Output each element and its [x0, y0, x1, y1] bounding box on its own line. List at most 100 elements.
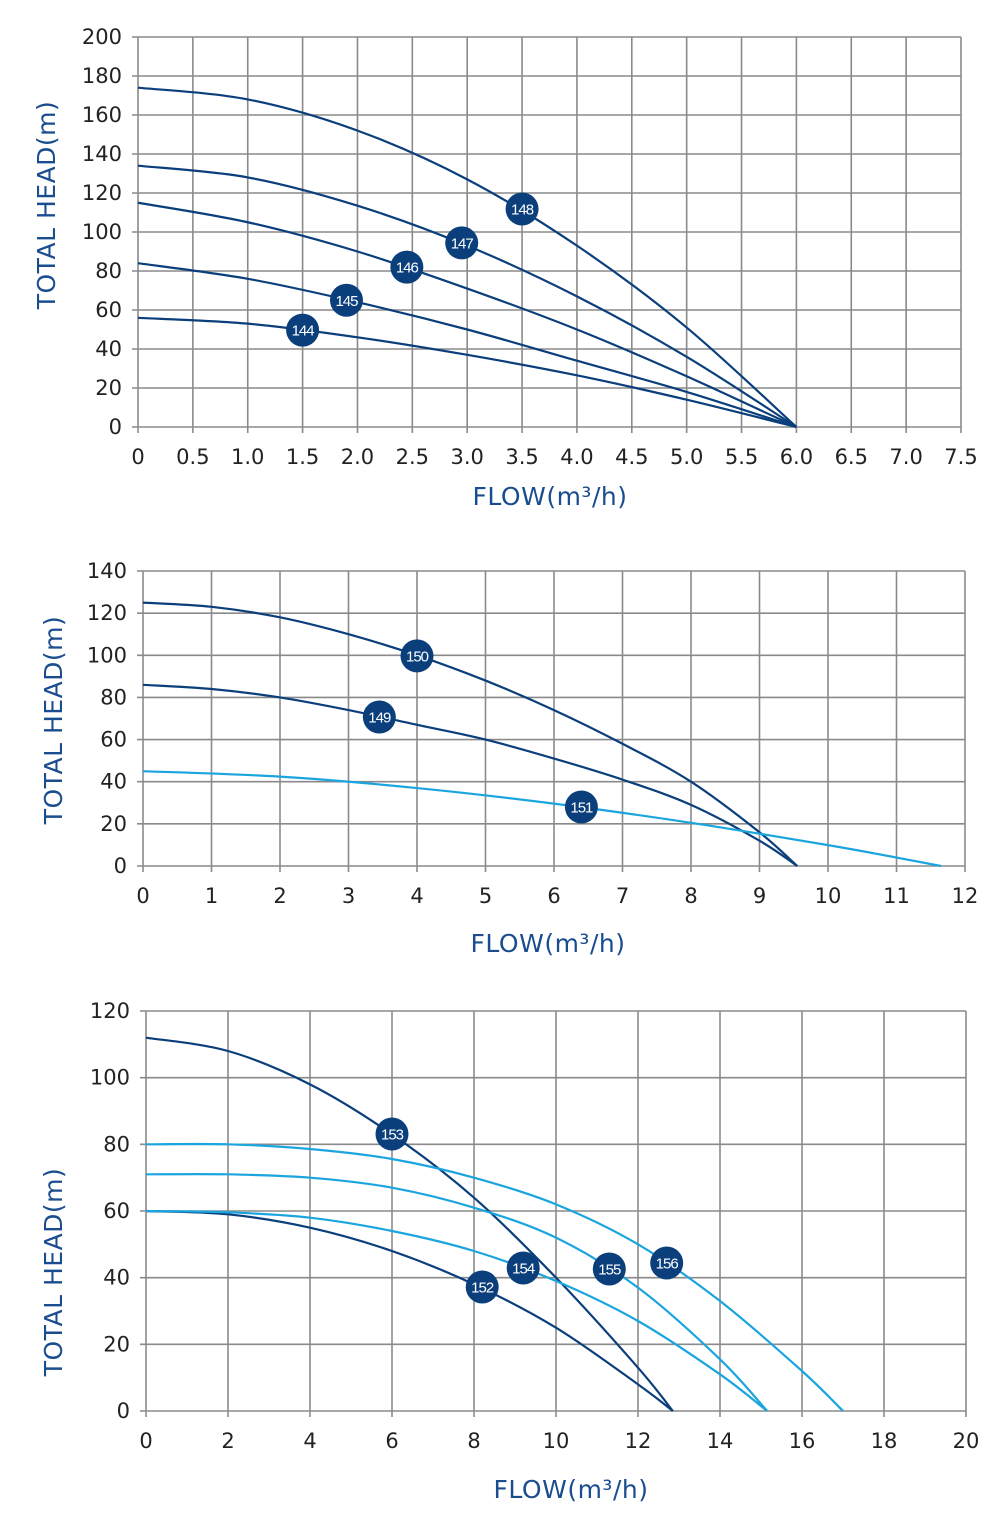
- x-tick-label: 18: [871, 1429, 898, 1453]
- curve-153: [145, 1036, 674, 1412]
- curve-154: [145, 1209, 768, 1412]
- x-tick-label: 1.5: [286, 445, 319, 469]
- chart-pump-curves-1: 0 0.5 1.0 1.5 2.0 2.5 3.0 3.5 4.0 4.5 5.0 5.5 6.0 6.5…: [32, 25, 978, 511]
- y-tick-label: 60: [100, 728, 127, 752]
- x-tick-label: 2: [273, 884, 286, 908]
- x-tick-label: 1: [205, 884, 218, 908]
- curve-label: 148: [511, 201, 534, 218]
- y-tick-label: 20: [95, 376, 122, 400]
- x-tick-label: 1.0: [231, 445, 264, 469]
- curve-marker-149: [362, 700, 396, 734]
- curve-marker-147: [445, 226, 479, 260]
- x-tick-label: 4: [410, 884, 423, 908]
- x-tick-label: 6.0: [780, 445, 813, 469]
- curve-marker-156: [650, 1246, 684, 1280]
- x-tick-label: 2.0: [341, 445, 374, 469]
- x-tick-label: 0: [136, 884, 149, 908]
- y-tick-label: 100: [82, 220, 122, 244]
- x-tick-label: 0.5: [176, 445, 209, 469]
- curve-145: [137, 262, 797, 429]
- x-tick-label: 12: [625, 1429, 652, 1453]
- curve-label: 156: [656, 1256, 679, 1273]
- y-tick-label: 200: [82, 25, 122, 49]
- curve-marker-151: [564, 790, 598, 824]
- x-tick-label: 12: [952, 884, 979, 908]
- chart-pump-curves-3: 0 2 4 6 8 10 12 14 16 18 20 0 20 40 60 80 100 120 FLOW(m³/…: [39, 999, 980, 1504]
- x-tick-label: 6: [385, 1429, 398, 1453]
- x-tick-label: 7.0: [889, 445, 922, 469]
- x-tick-label: 11: [883, 884, 910, 908]
- curve-marker-148: [505, 192, 539, 226]
- y-tick-label: 140: [82, 142, 122, 166]
- x-tick-label: 4.0: [560, 445, 593, 469]
- y-tick-label: 20: [103, 1332, 130, 1356]
- x-tick-label: 4.5: [615, 445, 648, 469]
- y-tick-label: 140: [87, 559, 127, 583]
- x-axis-label: FLOW(m³/h): [473, 482, 628, 511]
- y-tick-label: 100: [90, 1066, 130, 1090]
- x-tick-label: 7.5: [944, 445, 977, 469]
- x-tick-label: 5.0: [670, 445, 703, 469]
- curve-marker-153: [375, 1117, 409, 1151]
- curve-149: [142, 683, 798, 867]
- y-tick-label: 20: [100, 812, 127, 836]
- y-tick-label: 160: [82, 103, 122, 127]
- x-tick-label: 6.5: [835, 445, 868, 469]
- curve-150: [142, 601, 798, 867]
- curve-label: 146: [396, 260, 419, 277]
- curve-marker-155: [592, 1252, 626, 1286]
- curve-155: [145, 1172, 768, 1412]
- x-axis-label: FLOW(m³/h): [494, 1475, 649, 1504]
- x-tick-label: 3: [342, 884, 355, 908]
- y-tick-label: 0: [117, 1399, 130, 1423]
- x-tick-label: 7: [616, 884, 629, 908]
- curve-label: 149: [368, 710, 391, 727]
- curve-label: 147: [451, 235, 474, 252]
- curve-144: [137, 316, 797, 429]
- y-tick-label: 60: [95, 298, 122, 322]
- curve-label: 150: [406, 648, 429, 665]
- curve-label: 144: [292, 323, 315, 340]
- curve-151: [142, 770, 942, 868]
- curve-label: 155: [598, 1262, 621, 1279]
- curve-label: 153: [381, 1127, 404, 1144]
- x-tick-label: 5.5: [725, 445, 758, 469]
- y-tick-label: 40: [103, 1266, 130, 1290]
- y-tick-label: 120: [90, 999, 130, 1023]
- curve-156: [145, 1142, 844, 1412]
- y-tick-label: 40: [100, 770, 127, 794]
- curve-label: 151: [570, 800, 593, 817]
- y-tick-label: 120: [82, 181, 122, 205]
- curve-label: 154: [512, 1261, 535, 1278]
- y-tick-label: 80: [95, 259, 122, 283]
- x-tick-label: 20: [953, 1429, 980, 1453]
- curve-label: 152: [471, 1280, 494, 1297]
- x-tick-label: 10: [543, 1429, 570, 1453]
- curve-label: 145: [335, 293, 358, 310]
- y-axis-label: TOTAL HEAD(m): [32, 101, 61, 311]
- x-axis-label: FLOW(m³/h): [471, 929, 626, 958]
- y-tick-label: 0: [109, 415, 122, 439]
- y-tick-label: 0: [114, 854, 127, 878]
- curve-marker-146: [390, 250, 424, 284]
- x-tick-label: 6: [547, 884, 560, 908]
- x-tick-label: 4: [303, 1429, 316, 1453]
- x-tick-label: 0: [131, 445, 144, 469]
- x-tick-label: 10: [815, 884, 842, 908]
- y-tick-label: 80: [100, 685, 127, 709]
- curve-148: [137, 86, 798, 428]
- x-tick-label: 8: [684, 884, 697, 908]
- curve-marker-154: [506, 1251, 540, 1285]
- y-tick-label: 40: [95, 337, 122, 361]
- x-tick-label: 3.0: [450, 445, 483, 469]
- y-tick-label: 100: [87, 643, 127, 667]
- y-axis-label: TOTAL HEAD(m): [39, 1168, 68, 1378]
- y-tick-label: 180: [82, 64, 122, 88]
- x-tick-label: 5: [479, 884, 492, 908]
- curve-marker-144: [286, 313, 320, 347]
- curve-marker-145: [329, 283, 363, 317]
- x-tick-label: 2: [221, 1429, 234, 1453]
- x-tick-label: 0: [139, 1429, 152, 1453]
- x-tick-label: 9: [753, 884, 766, 908]
- y-tick-label: 80: [103, 1132, 130, 1156]
